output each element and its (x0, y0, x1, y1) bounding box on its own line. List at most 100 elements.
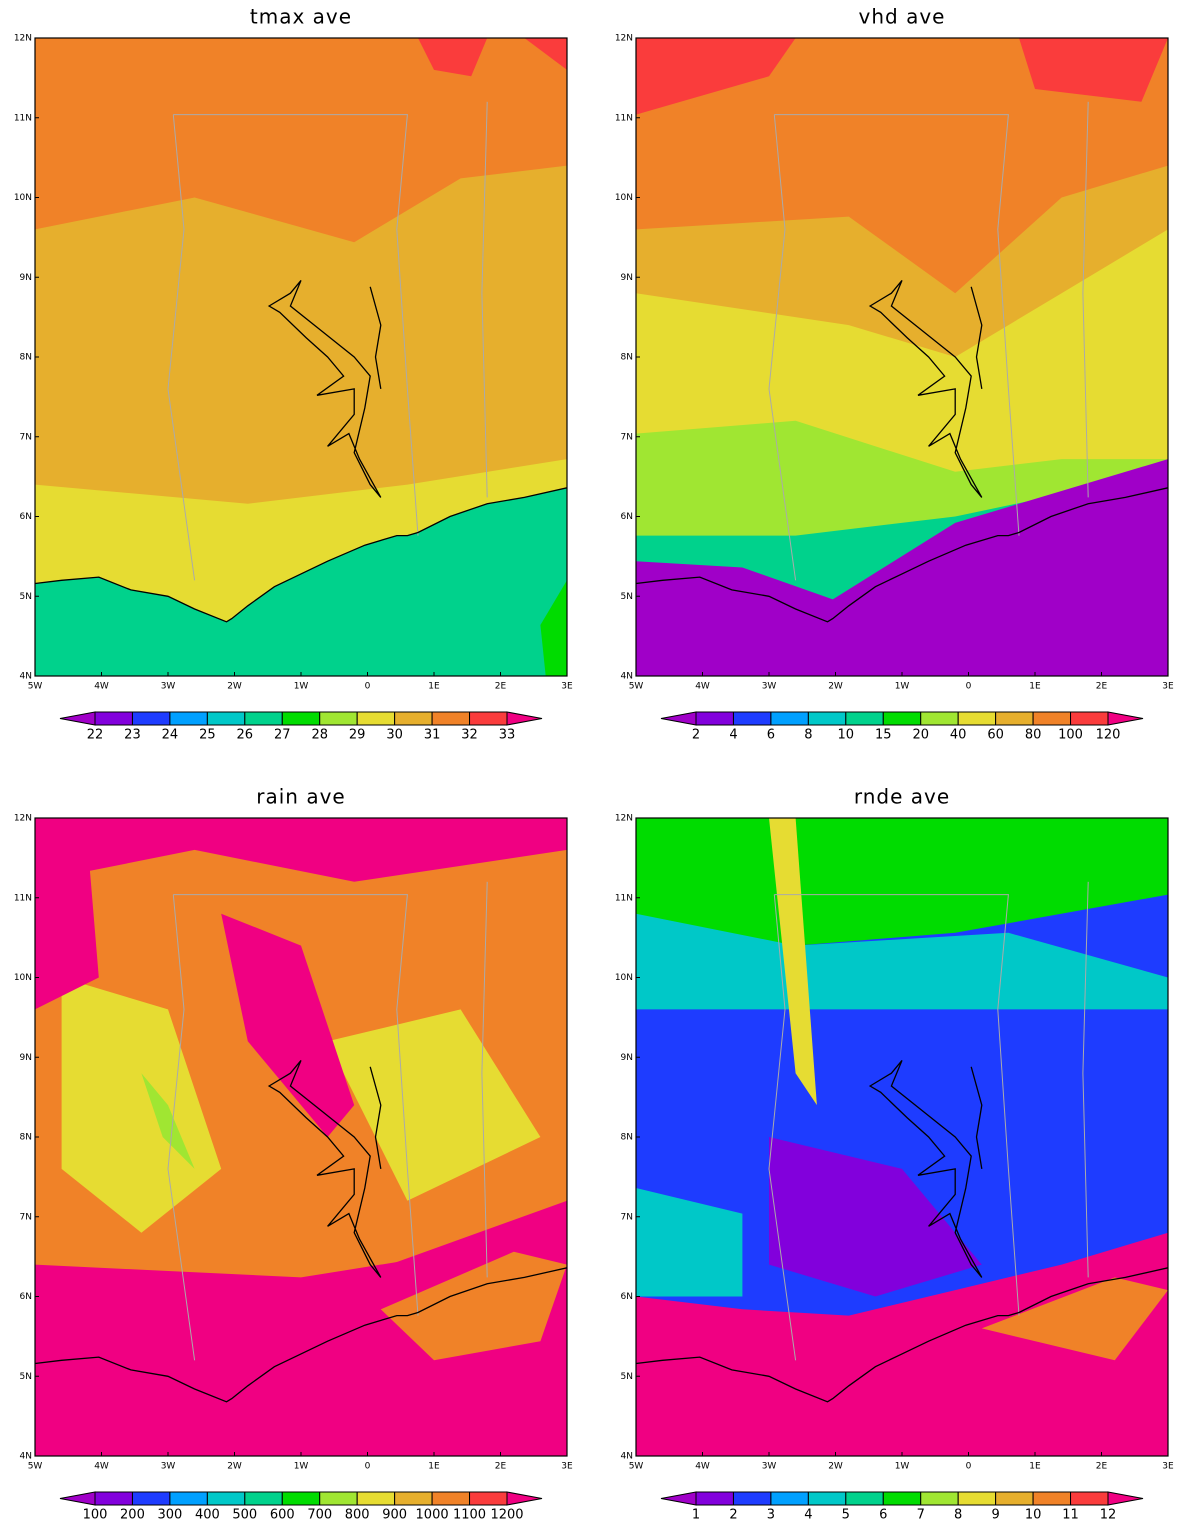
coastline (636, 487, 1168, 623)
field-contour (524, 38, 567, 70)
colorbar-box (882, 711, 922, 726)
colorbar-label: 200 (120, 1508, 145, 1523)
y-tick-label: 5N (20, 1372, 32, 1382)
lake-volta (267, 1059, 382, 1278)
x-tick-label: 2W (828, 1462, 843, 1472)
colorbar-box (94, 711, 133, 726)
colorbar-box (469, 711, 508, 726)
colorbar-box (244, 711, 283, 726)
field-contour (380, 1251, 567, 1361)
x-tick-label: 3E (1162, 682, 1174, 692)
colorbar-label: 1200 (490, 1508, 523, 1523)
colorbar-box (732, 711, 772, 726)
colorbar-box (319, 1491, 358, 1506)
x-tick-label: 3E (1162, 1462, 1174, 1472)
y-tick-label: 6N (20, 1292, 32, 1302)
colorbar-arrow (506, 711, 543, 726)
colorbar-box (845, 711, 884, 726)
colorbar-box (394, 1491, 433, 1506)
colorbar-box (995, 1491, 1034, 1506)
colorbar-box (732, 1491, 772, 1506)
panel-title: rain ave (256, 785, 345, 809)
colorbar-label: 800 (345, 1508, 370, 1523)
map-panel: tmax ave 5W 4W 3W 2W 1W 0 1E 2E 3E 4N 5N 6N 7N 8N 9N 10N… (14, 5, 573, 743)
x-tick-label: 1W (895, 682, 910, 692)
y-tick-label: 8N (20, 353, 32, 363)
colorbar-label: 1000 (416, 1508, 449, 1523)
field-contour (540, 580, 567, 676)
colorbar-label: 1 (692, 1508, 700, 1523)
border (1082, 881, 1089, 1278)
colorbar-label: 23 (124, 728, 141, 743)
field-contour (636, 818, 1168, 959)
border (481, 881, 488, 1278)
lake-volta (267, 279, 382, 498)
colorbar: 100 200 300 400 500 600 700 800 900 1000 1100 1200 (59, 1491, 543, 1523)
colorbar-arrow (59, 1491, 96, 1506)
x-tick-label: 2E (1096, 1462, 1108, 1472)
x-tick-label: 2W (227, 682, 242, 692)
field-contour (35, 459, 567, 625)
x-tick-label: 3W (762, 682, 777, 692)
colorbar-label: 100 (1058, 728, 1083, 743)
field (35, 818, 567, 1456)
colorbar-box (431, 1491, 471, 1506)
y-tick-label: 5N (621, 1372, 633, 1382)
colorbar-label: 80 (1025, 728, 1042, 743)
field-contour (35, 1219, 567, 1456)
y-tick-label: 11N (615, 893, 633, 903)
lake-volta (868, 279, 983, 498)
lake-volta (868, 1059, 983, 1278)
panel-title: vhd ave (859, 5, 946, 29)
colorbar-label: 8 (954, 1508, 962, 1523)
panel-title: rnde ave (854, 785, 950, 809)
colorbar-label: 100 (83, 1508, 108, 1523)
colorbar-box (1070, 711, 1109, 726)
colorbar-box (957, 711, 997, 726)
coastline (35, 1267, 567, 1403)
colorbar-label: 120 (1096, 728, 1121, 743)
x-tick-label: 0 (365, 1462, 371, 1472)
y-tick-label: 10N (14, 973, 32, 983)
border (481, 101, 488, 498)
x-tick-label: 0 (365, 682, 371, 692)
x-tick-label: 5W (629, 682, 644, 692)
colorbar-box (281, 1491, 321, 1506)
colorbar-label: 32 (461, 728, 478, 743)
colorbar-label: 10 (838, 728, 855, 743)
x-tick-label: 1E (1029, 1462, 1041, 1472)
y-tick-label: 7N (20, 1212, 32, 1222)
field-contour (35, 165, 567, 574)
x-tick-label: 4W (94, 682, 109, 692)
colorbar-box (995, 711, 1034, 726)
y-tick-label: 6N (20, 512, 32, 522)
map-panel: rain ave 5W 4W 3W 2W 1W 0 1E 2E 3E 4N 5N 6N 7N 8N 9N 10N… (14, 785, 573, 1523)
x-tick-label: 1E (428, 682, 440, 692)
river (369, 286, 382, 390)
y-tick-label: 11N (615, 113, 633, 123)
colorbar-box (431, 711, 471, 726)
colorbar-box (695, 711, 734, 726)
colorbar-label: 31 (424, 728, 441, 743)
y-tick-label: 6N (621, 1292, 633, 1302)
y-tick-label: 4N (621, 672, 633, 682)
y-tick-label: 6N (621, 512, 633, 522)
colorbar-label: 11 (1062, 1508, 1079, 1523)
x-tick-label: 0 (966, 682, 972, 692)
colorbar-label: 22 (87, 728, 104, 743)
colorbar-label: 700 (307, 1508, 332, 1523)
colorbar-arrow (1107, 711, 1144, 726)
x-tick-label: 3W (762, 1462, 777, 1472)
colorbar-label: 9 (991, 1508, 999, 1523)
x-tick-label: 3E (561, 1462, 573, 1472)
field (636, 818, 1168, 1456)
colorbar-label: 1100 (453, 1508, 486, 1523)
field-contour (327, 1009, 541, 1201)
border (167, 894, 196, 1361)
y-tick-label: 8N (20, 1133, 32, 1143)
x-tick-label: 2E (495, 682, 507, 692)
border (768, 114, 797, 581)
colorbar-label: 60 (987, 728, 1004, 743)
field-contour (35, 849, 99, 1010)
colorbar-label: 10 (1025, 1508, 1042, 1523)
